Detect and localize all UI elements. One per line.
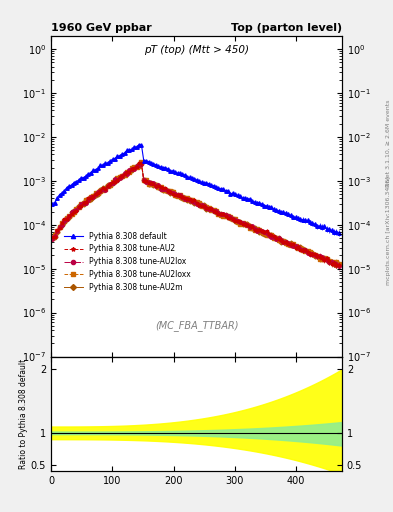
Text: 1960 GeV ppbar: 1960 GeV ppbar: [51, 23, 152, 33]
Text: Rivet 3.1.10, ≥ 2.6M events: Rivet 3.1.10, ≥ 2.6M events: [386, 100, 391, 187]
Text: mcplots.cern.ch [arXiv:1306.3436]: mcplots.cern.ch [arXiv:1306.3436]: [386, 176, 391, 285]
Text: (MC_FBA_TTBAR): (MC_FBA_TTBAR): [155, 320, 238, 331]
Legend: Pythia 8.308 default, Pythia 8.308 tune-AU2, Pythia 8.308 tune-AU2lox, Pythia 8.: Pythia 8.308 default, Pythia 8.308 tune-…: [61, 228, 194, 295]
Text: pT (top) (Mtt > 450): pT (top) (Mtt > 450): [144, 46, 249, 55]
Text: Top (parton level): Top (parton level): [231, 23, 342, 33]
Y-axis label: Ratio to Pythia 8.308 default: Ratio to Pythia 8.308 default: [19, 358, 28, 469]
